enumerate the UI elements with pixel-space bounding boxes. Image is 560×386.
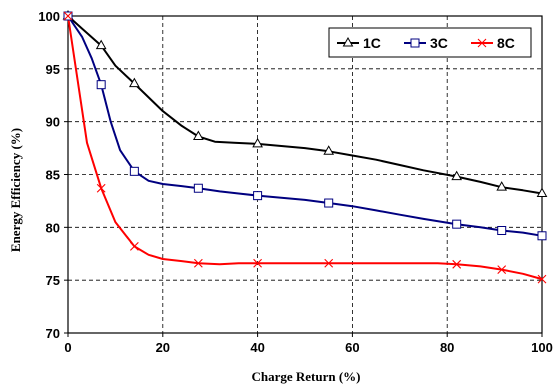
data-point-1C: [252, 137, 263, 148]
data-point-8C: [129, 241, 139, 251]
legend: 1C 3C 8C: [328, 27, 532, 58]
y-tick-label: 100: [38, 9, 60, 24]
series-markers: [62, 9, 548, 284]
y-tick-label: 90: [46, 115, 60, 130]
x-tick-label: 20: [156, 340, 170, 355]
x-tick-label: 0: [64, 340, 71, 355]
data-point-1C: [451, 170, 463, 181]
data-point-8C: [324, 258, 334, 268]
data-point-3C: [96, 80, 106, 90]
legend-marker-1C: [342, 36, 354, 47]
data-point-8C: [253, 258, 262, 268]
data-point-1C: [129, 77, 140, 88]
data-point-8C: [96, 183, 106, 193]
y-tick-label: 80: [46, 220, 60, 235]
series-lines: [67, 15, 543, 281]
data-point-1C: [496, 181, 508, 191]
y-tick-label: 75: [46, 273, 60, 288]
x-tick-label: 80: [440, 340, 454, 355]
legend-marker-8C: [477, 38, 487, 48]
series-line-1C: [67, 15, 543, 195]
series-line-8C: [67, 15, 543, 281]
data-point-3C: [324, 198, 334, 208]
legend-label-3C: 3C: [430, 35, 448, 51]
data-point-8C: [193, 258, 203, 268]
data-point-3C: [452, 219, 462, 229]
data-point-8C: [537, 274, 547, 284]
axes: [64, 15, 543, 337]
data-point-8C: [63, 11, 73, 21]
legend-label-1C: 1C: [363, 35, 381, 51]
legend-box: [328, 27, 532, 58]
y-tick-label: 95: [46, 62, 60, 77]
x-tick-label: 100: [531, 340, 553, 355]
y-tick-label: 70: [46, 326, 60, 341]
series-line-3C: [67, 15, 543, 237]
y-tick-label: 85: [46, 168, 60, 183]
data-point-3C: [193, 183, 203, 193]
data-point-3C: [497, 226, 507, 236]
grid: [68, 16, 542, 333]
legend-label-8C: 8C: [497, 35, 515, 51]
y-axis-label: Energy Efficiency (%): [8, 128, 23, 252]
legend-marker-3C: [410, 38, 420, 48]
data-point-3C: [129, 166, 139, 176]
data-point-3C: [253, 191, 263, 201]
x-axis-label: Charge Return (%): [251, 369, 360, 384]
data-point-3C: [537, 231, 547, 241]
data-point-1C: [95, 39, 107, 50]
data-point-8C: [452, 259, 462, 269]
data-point-1C: [536, 187, 548, 198]
x-tick-label: 60: [345, 340, 359, 355]
x-tick-label: 40: [250, 340, 264, 355]
data-point-8C: [497, 265, 507, 274]
tick-labels: 0 20 40 60 80 100 70 75 80 85 90 95 100: [38, 9, 553, 355]
data-point-1C: [323, 145, 335, 155]
data-point-1C: [192, 130, 204, 140]
